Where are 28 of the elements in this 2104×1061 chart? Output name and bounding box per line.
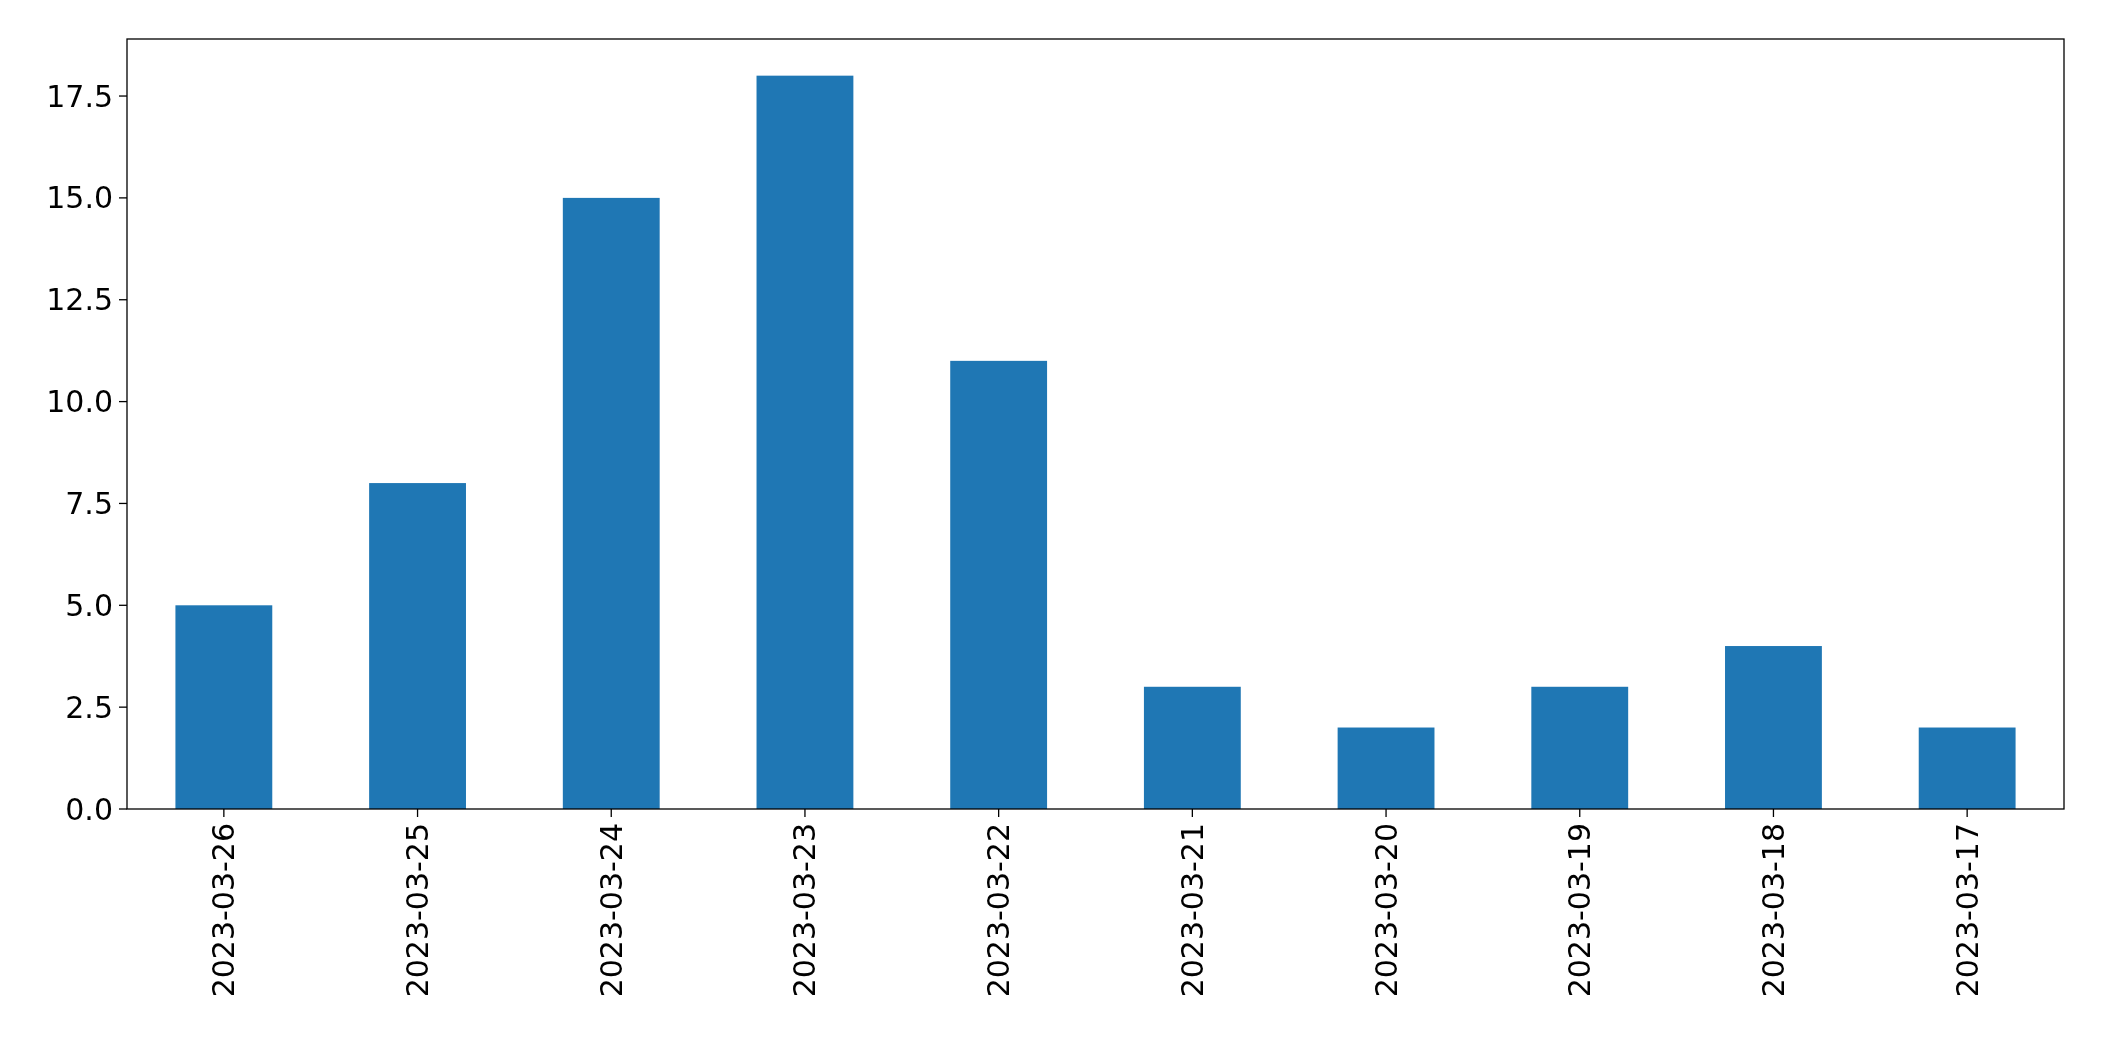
y-tick-label: 7.5 xyxy=(65,485,113,521)
bar xyxy=(950,360,1048,809)
x-tick-label: 2023-03-24 xyxy=(593,823,629,998)
x-tick-label: 2023-03-23 xyxy=(787,823,823,998)
bar xyxy=(756,75,854,809)
bar xyxy=(562,197,660,809)
y-tick-label: 12.5 xyxy=(46,282,113,318)
y-tick-label: 5.0 xyxy=(65,587,113,623)
x-tick-label: 2023-03-25 xyxy=(400,823,436,998)
bar xyxy=(369,483,466,809)
x-tick-label: 2023-03-17 xyxy=(1949,823,1985,998)
bar xyxy=(1337,727,1435,809)
bar xyxy=(1143,686,1241,809)
bar xyxy=(175,605,273,809)
y-tick-label: 0.0 xyxy=(65,791,113,827)
x-tick-label: 2023-03-26 xyxy=(206,823,242,998)
x-tick-label: 2023-03-22 xyxy=(981,823,1017,998)
x-tick-label: 2023-03-18 xyxy=(1755,823,1791,998)
x-tick-label: 2023-03-20 xyxy=(1368,823,1404,998)
y-tick-label: 2.5 xyxy=(65,689,113,725)
y-tick-label: 17.5 xyxy=(46,78,113,114)
y-tick-label: 15.0 xyxy=(46,180,113,216)
bar xyxy=(1725,646,1822,809)
x-tick-label: 2023-03-19 xyxy=(1562,823,1598,998)
y-tick-label: 10.0 xyxy=(46,384,113,420)
x-tick-label: 2023-03-21 xyxy=(1174,823,1210,998)
bar xyxy=(1531,686,1629,809)
bar xyxy=(1918,727,2016,809)
